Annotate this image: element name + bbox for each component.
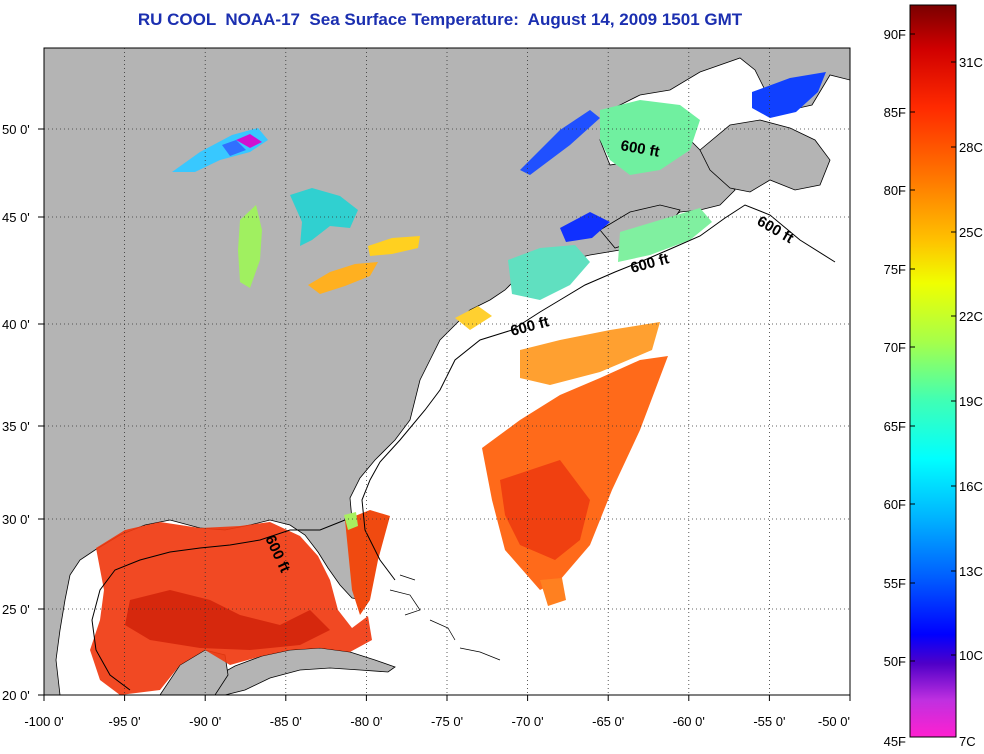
lon-label: -75 0': [431, 714, 463, 729]
contour-label-1: 600 ft: [619, 137, 661, 161]
bahamas-islands: [389, 574, 501, 661]
st-lawrence-river: [520, 110, 600, 175]
gulf-of-mexico-hot-core: [125, 590, 330, 650]
colorbar-c-label: 31C: [959, 55, 983, 70]
lon-label: -100 0': [24, 714, 63, 729]
lon-label: -85 0': [270, 714, 302, 729]
colorbar-c-label: 22C: [959, 309, 983, 324]
lat-label: 35 0': [2, 419, 30, 434]
st-lawrence-gulf: [600, 100, 700, 175]
colorbar-c-label: 7C: [959, 734, 976, 749]
scotian-shelf: [618, 208, 712, 262]
gulf-of-mexico-sst: [90, 510, 390, 695]
northern-sst: [455, 72, 826, 330]
lake-michigan: [238, 205, 262, 288]
colorbar-f-label: 65F: [884, 419, 906, 434]
lake-superior-cold-core: [236, 134, 262, 148]
gulf-of-mexico-warm-pool: [90, 522, 372, 695]
colorbar-f-label: 60F: [884, 497, 906, 512]
latitude-labels: 50 0' 45 0' 40 0' 35 0' 30 0' 25 0' 20 0…: [2, 122, 30, 703]
map-title: RU COOL NOAA-17 Sea Surface Temperature:…: [137, 10, 743, 29]
lat-label: 50 0': [2, 122, 30, 137]
florida-coastal-cool-patch: [344, 512, 358, 530]
lat-label: 40 0': [2, 317, 30, 332]
bay-of-fundy: [560, 212, 610, 242]
lat-label: 25 0': [2, 602, 30, 617]
lon-label: -60 0': [673, 714, 705, 729]
colorbar-f-label: 80F: [884, 183, 906, 198]
lon-label: -65 0': [592, 714, 624, 729]
gulf-stream-north-edge: [520, 322, 660, 385]
depth-contour-600ft: [91, 204, 836, 691]
colorbar-c-label: 25C: [959, 225, 983, 240]
axis-ticks: [38, 128, 851, 701]
colorbar-f-label: 70F: [884, 340, 906, 355]
lake-erie: [308, 262, 378, 294]
lat-label: 20 0': [2, 688, 30, 703]
labrador-sea: [752, 72, 826, 118]
colorbar-f-label: 45F: [884, 734, 906, 749]
longitude-labels: -100 0' -95 0' -90 0' -85 0' -80 0' -75 …: [24, 714, 850, 729]
gulf-stream-sst: [482, 322, 668, 606]
lat-label: 45 0': [2, 210, 30, 225]
lake-ontario: [368, 236, 420, 256]
colorbar-gradient: [909, 4, 957, 738]
map-area: 600 ft 600 ft 600 ft 600 ft 600 ft: [44, 48, 850, 695]
lake-superior-cool-zone: [222, 140, 246, 156]
east-florida-warm-band: [345, 510, 390, 615]
gulf-of-maine: [508, 245, 590, 300]
lon-label: -95 0': [109, 714, 141, 729]
gulf-stream-hot-core: [500, 460, 590, 560]
colorbar: 90F 85F 80F 75F 70F 65F 60F 55F 50F 45F …: [884, 4, 983, 749]
colorbar-f-label: 85F: [884, 105, 906, 120]
lon-label: -90 0': [189, 714, 221, 729]
colorbar-f-label: 75F: [884, 262, 906, 277]
lon-label: -70 0': [512, 714, 544, 729]
gulf-stream-tail: [540, 578, 566, 606]
newfoundland: [699, 119, 831, 193]
colorbar-f-label: 90F: [884, 27, 906, 42]
lon-label: -80 0': [350, 714, 382, 729]
lon-label: -50 0': [818, 714, 850, 729]
colorbar-c-label: 10C: [959, 648, 983, 663]
colorbar-f-label: 55F: [884, 576, 906, 591]
colorbar-f-label: 50F: [884, 654, 906, 669]
colorbar-c-label: 13C: [959, 564, 983, 579]
colorbar-c-label: 16C: [959, 479, 983, 494]
colorbar-c-label: 19C: [959, 394, 983, 409]
colorbar-c-label: 28C: [959, 140, 983, 155]
lon-label: -55 0': [753, 714, 785, 729]
colorbar-ticks: [910, 33, 956, 662]
lat-label: 30 0': [2, 512, 30, 527]
